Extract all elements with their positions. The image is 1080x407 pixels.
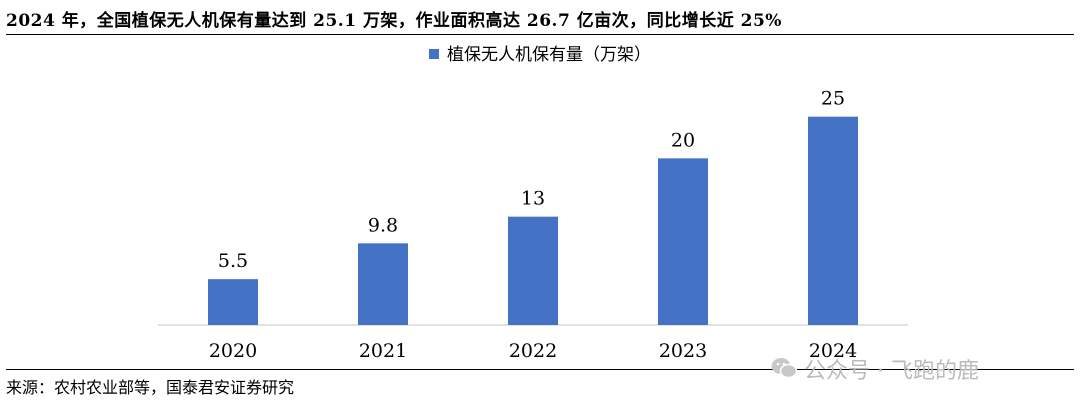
bar-2020 (208, 279, 258, 325)
bottom-rule (6, 369, 1074, 370)
bar-2024 (808, 116, 858, 326)
data-label-2020: 5.5 (218, 250, 248, 272)
watermark: 公众号 · 飞跑的鹿 (770, 349, 1070, 389)
legend: 植保无人机保有量（万架） (0, 40, 1080, 65)
bar-2021 (358, 243, 408, 325)
top-rule (6, 34, 1074, 35)
chart-title: 2024 年，全国植保无人机保有量达到 25.1 万架，作业面积高达 26.7 … (6, 11, 782, 31)
data-label-2023: 20 (671, 129, 695, 151)
watermark-text: 公众号 · 飞跑的鹿 (804, 359, 979, 384)
data-label-2024: 25 (821, 88, 845, 110)
x-tick-2022: 2022 (509, 340, 557, 362)
wechat-icon (771, 358, 798, 379)
x-tick-2020: 2020 (209, 340, 257, 362)
legend-swatch (429, 49, 439, 59)
x-tick-2024: 2024 (809, 340, 857, 362)
data-label-2021: 9.8 (368, 214, 398, 236)
legend-label: 植保无人机保有量（万架） (447, 45, 651, 65)
bar-2023 (658, 158, 708, 325)
data-label-2022: 13 (521, 188, 545, 210)
x-tick-2021: 2021 (359, 340, 407, 362)
source-note: 来源：农村农业部等，国泰君安证券研究 (6, 378, 295, 397)
bar-2022 (508, 216, 558, 325)
x-tick-2023: 2023 (659, 340, 707, 362)
